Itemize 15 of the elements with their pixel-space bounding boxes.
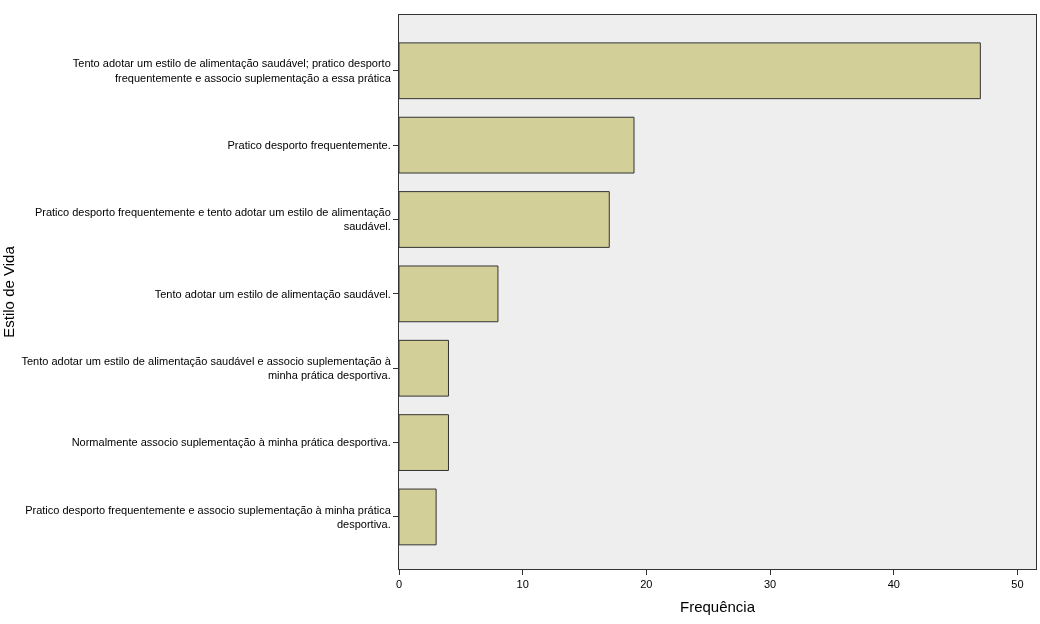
- x-axis-title: Frequência: [679, 598, 756, 616]
- y-axis-title: Estilo de Vida: [0, 245, 17, 338]
- y-tick-label: Pratico desporto frequentemente e tento adotar um estilo de alimentação saudável.: [34, 206, 391, 233]
- y-tick-label: Tento adotar um estilo de alimentação saudável; pratico desporto frequentemente e associo suplementação a essa prática: [72, 57, 392, 84]
- y-tick-label: Tento adotar um estilo de alimentação saudável.: [154, 287, 391, 300]
- y-tick-label: Pratico desporto frequentemente e associo suplementação à minha prática desportiva.: [25, 503, 392, 530]
- x-tick-label: 20: [640, 578, 653, 591]
- x-tick-label: 10: [516, 578, 529, 591]
- y-tick-label: Pratico desporto frequentemente.: [227, 138, 391, 151]
- x-tick-label: 50: [1011, 578, 1024, 591]
- y-tick-label: Tento adotar um estilo de alimentação saudável e associo suplementação à minha prática desportiva.: [21, 354, 392, 382]
- x-tick-label: 40: [887, 578, 900, 591]
- x-tick-label: 0: [395, 578, 403, 591]
- y-tick-label: Normalmente associo suplementação à minha prática desportiva.: [71, 436, 391, 449]
- x-tick-label: 30: [763, 578, 777, 591]
